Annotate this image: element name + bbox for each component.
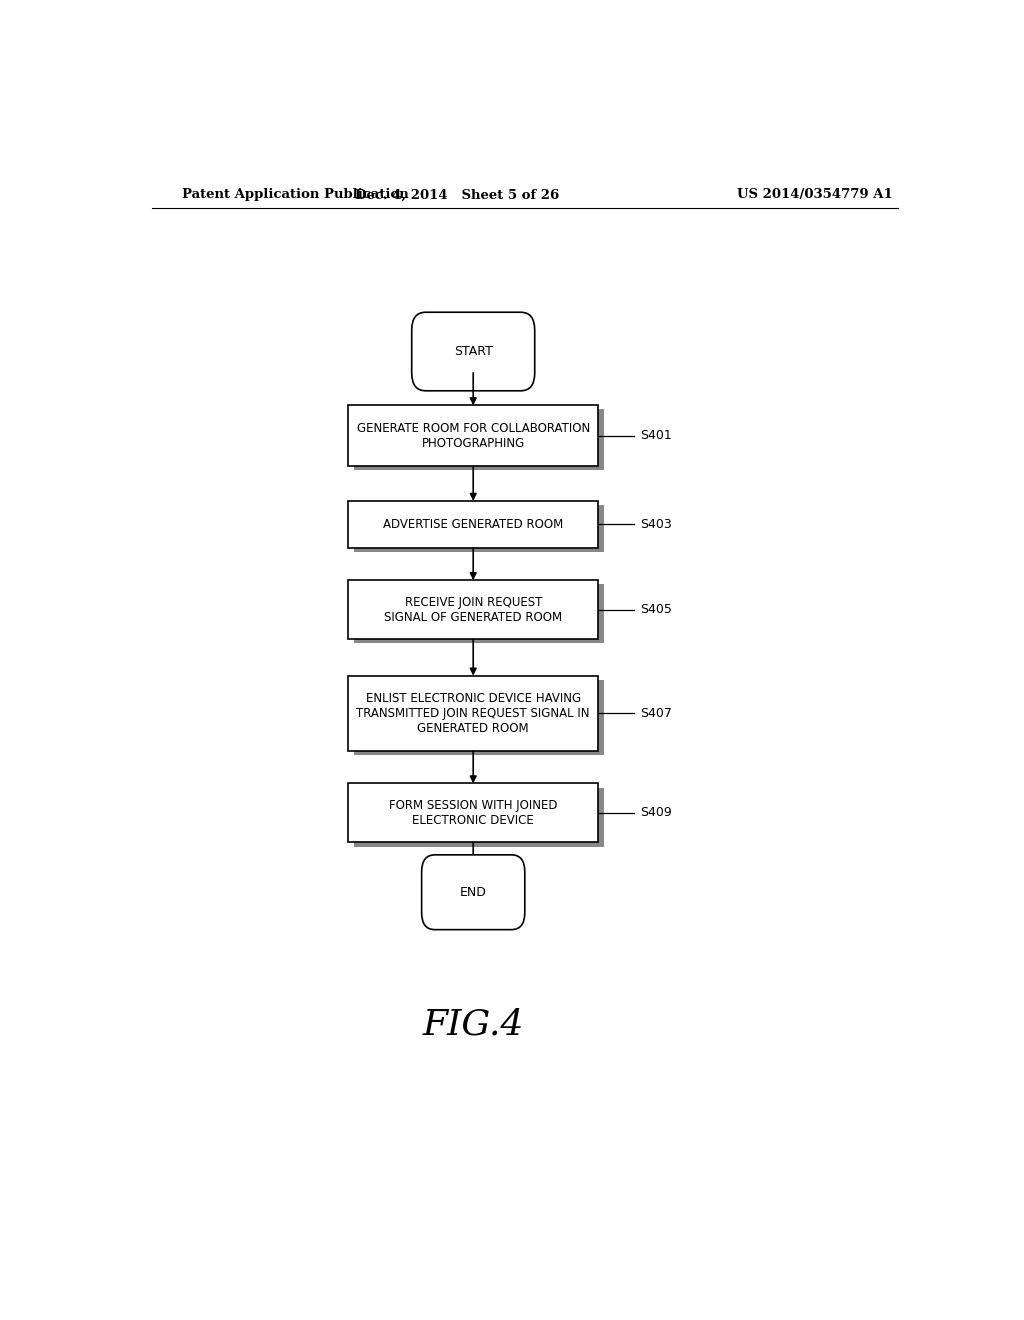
Bar [353, 506, 604, 552]
FancyBboxPatch shape [412, 313, 535, 391]
Text: START: START [454, 345, 493, 358]
Bar [353, 409, 604, 470]
Text: S401: S401 [640, 429, 672, 442]
Text: Patent Application Publication: Patent Application Publication [182, 189, 409, 202]
Text: FIG.4: FIG.4 [423, 1007, 524, 1041]
Text: US 2014/0354779 A1: US 2014/0354779 A1 [736, 189, 892, 202]
Text: RECEIVE JOIN REQUEST
SIGNAL OF GENERATED ROOM: RECEIVE JOIN REQUEST SIGNAL OF GENERATED… [384, 595, 562, 623]
Text: S407: S407 [640, 706, 672, 719]
Text: S405: S405 [640, 603, 672, 616]
Bar [348, 500, 598, 548]
Bar [348, 581, 598, 639]
Bar [353, 788, 604, 846]
Bar [348, 676, 598, 751]
Text: ADVERTISE GENERATED ROOM: ADVERTISE GENERATED ROOM [383, 517, 563, 531]
Text: Dec. 4, 2014   Sheet 5 of 26: Dec. 4, 2014 Sheet 5 of 26 [355, 189, 559, 202]
Bar [353, 585, 604, 643]
Text: S409: S409 [640, 807, 672, 820]
Text: ENLIST ELECTRONIC DEVICE HAVING
TRANSMITTED JOIN REQUEST SIGNAL IN
GENERATED ROO: ENLIST ELECTRONIC DEVICE HAVING TRANSMIT… [356, 692, 590, 735]
Bar [353, 680, 604, 755]
Bar [348, 784, 598, 842]
Text: GENERATE ROOM FOR COLLABORATION
PHOTOGRAPHING: GENERATE ROOM FOR COLLABORATION PHOTOGRA… [356, 422, 590, 450]
Text: S403: S403 [640, 517, 672, 531]
Text: END: END [460, 886, 486, 899]
Bar [348, 405, 598, 466]
FancyBboxPatch shape [422, 855, 524, 929]
Text: FORM SESSION WITH JOINED
ELECTRONIC DEVICE: FORM SESSION WITH JOINED ELECTRONIC DEVI… [389, 799, 557, 826]
